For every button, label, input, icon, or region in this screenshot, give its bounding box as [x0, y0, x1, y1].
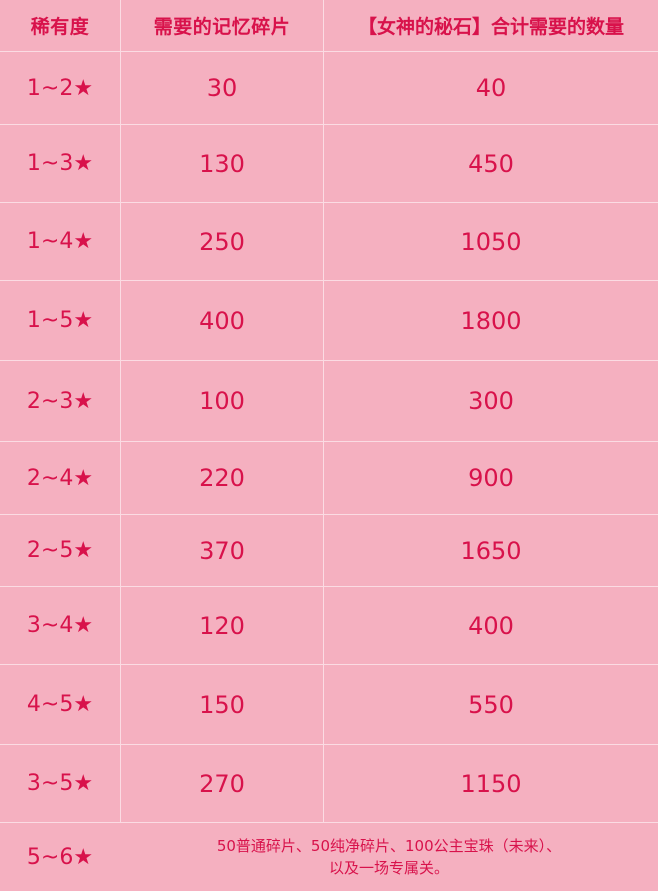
fragments-cell: 130 [120, 125, 323, 202]
fragments-cell: 370 [120, 515, 323, 586]
stones-cell: 450 [323, 125, 658, 202]
table-row: 2~4★ 220 900 [0, 442, 658, 515]
fragments-cell: 120 [120, 587, 323, 664]
rarity-cell: 4~5★ [26, 692, 94, 717]
fragments-cell: 220 [120, 442, 323, 514]
table-row: 1~3★ 130 450 [0, 125, 658, 203]
stones-cell: 40 [323, 52, 658, 124]
stones-cell: 1150 [323, 745, 658, 822]
table-row: 2~3★ 100 300 [0, 361, 658, 442]
fragments-cell: 270 [120, 745, 323, 822]
stones-cell: 1650 [323, 515, 658, 586]
rarity-cell: 1~4★ [26, 229, 94, 254]
rarity-cell: 3~4★ [26, 613, 94, 638]
table-row-last: 5~6★ 50普通碎片、50纯净碎片、100公主宝珠（未来）、 以及一场专属关。 [0, 823, 658, 891]
fragments-cell: 400 [120, 281, 323, 360]
stones-cell: 300 [323, 361, 658, 441]
header-fragments: 需要的记忆碎片 [120, 0, 323, 51]
stones-cell: 400 [323, 587, 658, 664]
table-row: 1~2★ 30 40 [0, 52, 658, 125]
table-row: 4~5★ 150 550 [0, 665, 658, 745]
rarity-cell: 2~5★ [26, 538, 94, 563]
rarity-cell: 5~6★ [26, 844, 94, 870]
header-stones: 【女神的秘石】合计需要的数量 [323, 0, 658, 51]
table-row: 3~5★ 270 1150 [0, 745, 658, 823]
stones-cell: 900 [323, 442, 658, 514]
rarity-cell: 2~3★ [26, 388, 94, 414]
stones-cell: 1800 [323, 281, 658, 360]
fragments-cell: 250 [120, 203, 323, 280]
header-rarity: 稀有度 [30, 16, 90, 38]
fragments-cell: 150 [120, 665, 323, 744]
rarity-cell: 3~5★ [26, 771, 94, 796]
rewards-cell: 50普通碎片、50纯净碎片、100公主宝珠（未来）、 以及一场专属关。 [120, 823, 658, 891]
table-row: 1~5★ 400 1800 [0, 281, 658, 361]
rarity-cell: 1~3★ [26, 151, 94, 176]
rarity-cell: 1~2★ [26, 75, 94, 101]
table-row: 1~4★ 250 1050 [0, 203, 658, 281]
fragments-cell: 30 [120, 52, 323, 124]
rewards-line-1: 50普通碎片、50纯净碎片、100公主宝珠（未来）、 [216, 837, 562, 855]
rarity-cell: 2~4★ [26, 465, 94, 491]
table-row: 2~5★ 370 1650 [0, 515, 658, 587]
rewards-line-2: 以及一场专属关。 [328, 859, 449, 877]
table-row: 3~4★ 120 400 [0, 587, 658, 665]
stones-cell: 550 [323, 665, 658, 744]
fragments-cell: 100 [120, 361, 323, 441]
table-header-row: 稀有度 需要的记忆碎片 【女神的秘石】合计需要的数量 [0, 0, 658, 52]
stones-cell: 1050 [323, 203, 658, 280]
rarity-cell: 1~5★ [26, 308, 94, 333]
